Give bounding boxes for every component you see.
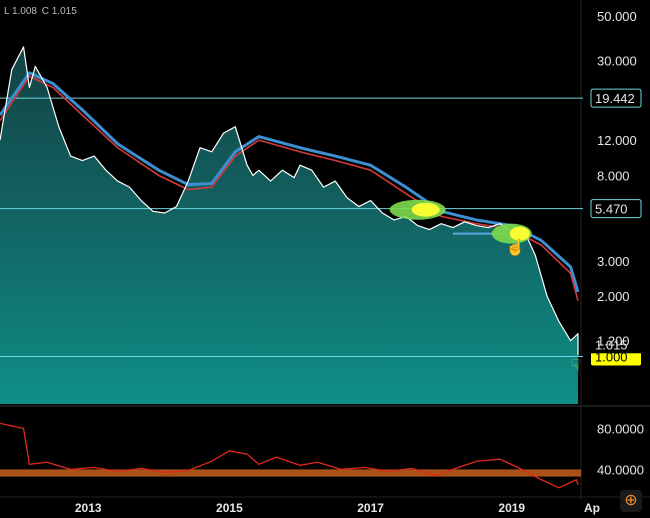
y-tick-label: 50.000 [597,9,637,24]
y-tick-label: 8.000 [597,168,630,183]
level-label-box [590,88,642,108]
y-tick-label: 12.000 [597,133,637,148]
x-tick-label: 2013 [75,501,102,515]
ohlc-close: C 1.015 [41,6,77,17]
price-area [0,46,578,404]
level-label: 5.470 [595,202,628,217]
level-label-box [590,199,642,219]
highlight-core [509,226,530,241]
y-tick-label: 3.000 [597,254,630,269]
x-tick-label: 2019 [498,501,525,515]
current-price-label: 1.015 [595,337,628,352]
rsi-tick-label: 40.0000 [597,462,644,477]
hand-pointer-icon: ☝ [506,238,526,257]
hand-pointer-icon: ☟ [571,358,581,375]
price-line [0,46,579,356]
y-tick-label: 2.000 [597,289,630,304]
y-tick-label: 1.200 [597,334,630,349]
highlight-core [411,202,440,217]
rsi-line [0,422,579,489]
current-price-box [591,335,641,354]
zoom-icon[interactable]: ⊕ [620,490,642,512]
y-tick-label: 30.000 [597,53,637,68]
level-label: 19.442 [595,91,635,106]
rsi-band [0,469,581,477]
x-tick-label: 2015 [216,501,243,515]
rsi-tick-label: 80.0000 [597,421,644,436]
x-tick-label: 2017 [357,501,384,515]
ohlc-low: L 1.008 [4,6,37,17]
level-label: 1.000 [595,350,628,365]
x-tick-label: Ap [584,501,600,515]
ohlc-readout: L 1.008 C 1.015 [4,6,79,17]
